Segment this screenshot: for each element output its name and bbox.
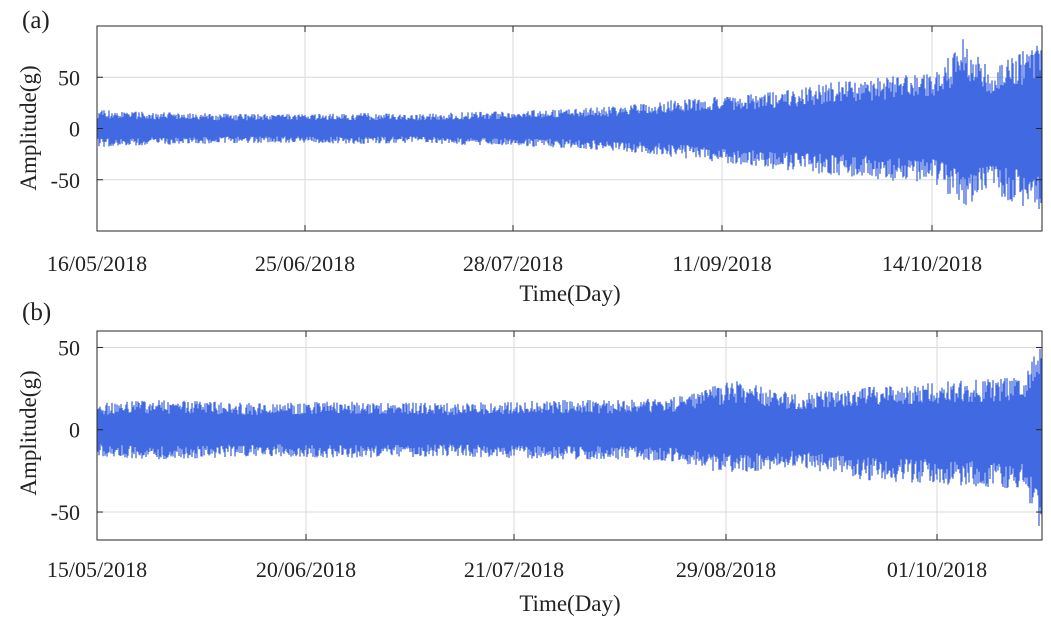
y-axis-title-a: Amplitude(g)	[16, 65, 41, 190]
chart-panel-a: (a) Amplitude(g) Time(Day) 16/05/2018 25…	[16, 7, 1043, 306]
x-axis-title-a: Time(Day)	[519, 281, 620, 306]
x-tick-label-b-4: 01/10/2018	[887, 557, 987, 582]
y-tick-label-a-0: -50	[51, 168, 80, 193]
y-tick-label-b-1: 0	[69, 418, 80, 443]
x-tick-label-a-4: 14/10/2018	[882, 251, 982, 276]
panel-label-b: (b)	[22, 299, 51, 326]
x-tick-label-a-0: 16/05/2018	[47, 251, 147, 276]
x-tick-label-b-2: 21/07/2018	[464, 557, 564, 582]
y-axis-title-b: Amplitude(g)	[16, 370, 41, 495]
x-tick-label-b-1: 20/06/2018	[256, 557, 356, 582]
y-tick-label-a-1: 0	[69, 117, 80, 142]
axes-frame-b	[96, 330, 1043, 541]
x-axis-title-b: Time(Day)	[519, 591, 620, 616]
y-tick-label-b-2: 50	[58, 335, 80, 360]
chart-panel-b: (b) Amplitude(g) Time(Day) 15/05/2018 20…	[16, 299, 1043, 616]
x-tick-label-a-1: 25/06/2018	[255, 251, 355, 276]
y-tick-label-a-2: 50	[58, 65, 80, 90]
x-tick-label-b-3: 29/08/2018	[676, 557, 776, 582]
y-tick-label-b-0: -50	[51, 500, 80, 525]
x-tick-label-a-2: 28/07/2018	[463, 251, 563, 276]
x-tick-label-a-3: 11/09/2018	[672, 251, 771, 276]
x-tick-label-b-0: 15/05/2018	[47, 557, 147, 582]
panel-label-a: (a)	[22, 7, 50, 34]
